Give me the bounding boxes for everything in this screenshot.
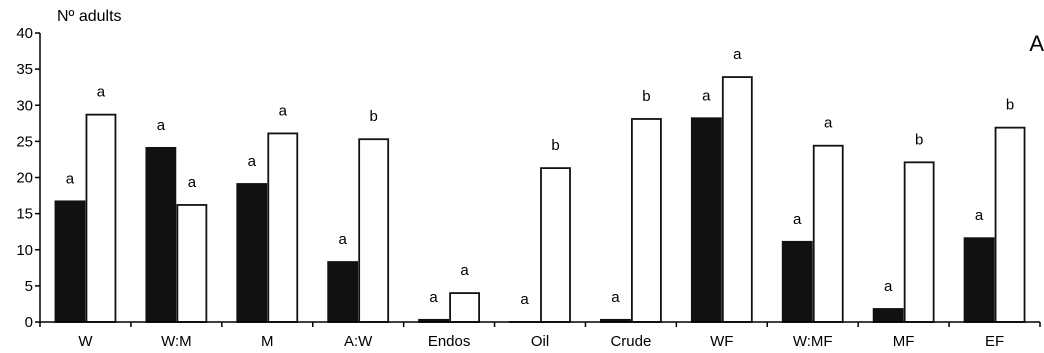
x-tick-label: A:W bbox=[344, 333, 373, 350]
significance-label: a bbox=[520, 291, 529, 308]
y-tick-label: 35 bbox=[16, 61, 33, 78]
significance-label: b bbox=[1006, 97, 1014, 114]
panel-label: A bbox=[1029, 31, 1044, 56]
y-axis-label: Nº adults bbox=[57, 8, 122, 25]
bar-s2-ef bbox=[994, 126, 1026, 323]
plot-area: a a a a a a a a a a a a a a b a b b a a b b 0 5 10 15 20 25 30 35 40 W W… bbox=[16, 25, 1041, 350]
significance-label: a bbox=[733, 46, 742, 63]
bar-s2-mf bbox=[903, 161, 935, 323]
significance-label: b bbox=[551, 137, 559, 154]
bar-s1-m bbox=[236, 183, 268, 323]
bar-s2-crude bbox=[631, 118, 662, 323]
bar-s2-m bbox=[267, 132, 299, 323]
bar-s1-w-mf bbox=[781, 240, 813, 323]
bar-s2-wf bbox=[721, 76, 753, 323]
bar-s2-w-mf bbox=[812, 144, 844, 323]
bar-s1-wf bbox=[690, 117, 722, 323]
significance-label: a bbox=[884, 278, 893, 295]
bar-s1-a-w bbox=[327, 261, 359, 323]
significance-label: a bbox=[460, 262, 469, 279]
bar-s1-ef bbox=[963, 237, 995, 323]
bar-s1-w-m bbox=[145, 146, 177, 323]
significance-label: a bbox=[339, 231, 348, 248]
x-tick-label: MF bbox=[893, 333, 915, 350]
x-tick-label: W:M bbox=[161, 333, 192, 350]
bar-s2-endos bbox=[449, 292, 480, 323]
significance-label: a bbox=[97, 84, 106, 101]
y-tick-label: 0 bbox=[25, 314, 33, 331]
significance-label: b bbox=[370, 108, 378, 125]
x-tick-label: Crude bbox=[610, 333, 651, 350]
bar-s2-oil bbox=[540, 167, 571, 323]
significance-label: a bbox=[429, 289, 438, 306]
significance-label: a bbox=[157, 117, 166, 134]
bar-s2-w bbox=[85, 113, 117, 323]
significance-label: a bbox=[279, 102, 288, 119]
significance-label: a bbox=[702, 87, 711, 104]
y-tick-label: 20 bbox=[16, 170, 33, 187]
significance-label: a bbox=[611, 289, 620, 306]
significance-label: a bbox=[188, 174, 197, 191]
significance-label: a bbox=[793, 211, 802, 228]
x-tick-label: M bbox=[261, 333, 274, 350]
bar-s1-w bbox=[54, 200, 86, 323]
y-tick-label: 5 bbox=[25, 278, 33, 295]
significance-label: a bbox=[975, 207, 984, 224]
x-tick-label: W bbox=[78, 333, 93, 350]
x-tick-label: WF bbox=[710, 333, 733, 350]
x-tick-label: Oil bbox=[531, 333, 549, 350]
significance-label: a bbox=[824, 115, 833, 132]
y-tick-label: 15 bbox=[16, 206, 33, 223]
bar-s2-a-w bbox=[358, 138, 390, 323]
y-tick-label: 10 bbox=[16, 242, 33, 259]
significance-label: b bbox=[915, 131, 923, 148]
x-tick-label: W:MF bbox=[793, 333, 833, 350]
significance-label: a bbox=[66, 170, 75, 187]
y-tick-label: 25 bbox=[16, 133, 33, 150]
y-tick-label: 40 bbox=[16, 25, 33, 42]
bar-s2-w-m bbox=[176, 204, 208, 323]
x-tick-label: Endos bbox=[428, 333, 471, 350]
significance-label: b bbox=[642, 88, 650, 105]
x-tick-label: EF bbox=[985, 333, 1004, 350]
significance-label: a bbox=[248, 153, 257, 170]
bar-s1-mf bbox=[872, 308, 904, 323]
y-tick-label: 30 bbox=[16, 97, 33, 114]
